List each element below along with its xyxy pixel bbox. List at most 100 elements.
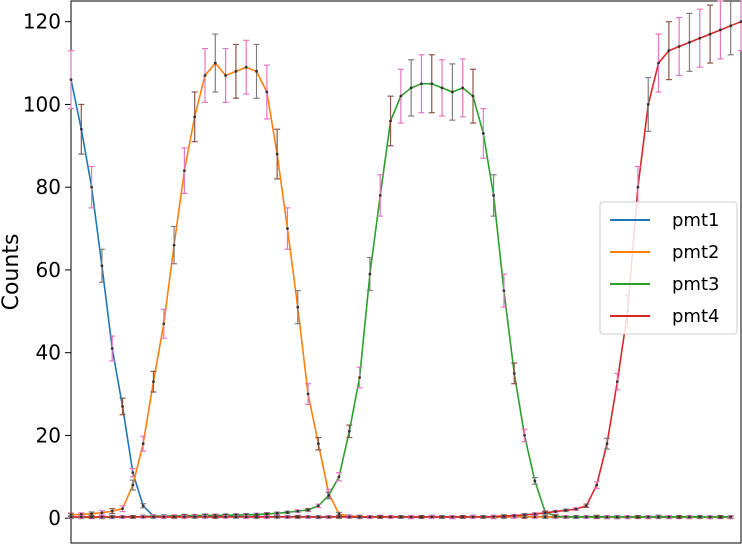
data-point — [327, 515, 331, 519]
data-point — [378, 194, 382, 197]
data-point — [389, 119, 392, 123]
data-point — [275, 152, 279, 156]
data-point — [265, 90, 269, 94]
data-point — [286, 227, 289, 230]
data-point — [420, 82, 423, 86]
data-point — [698, 36, 702, 40]
data-point — [100, 511, 104, 515]
data-point — [368, 272, 372, 276]
data-point — [543, 511, 547, 515]
data-point — [378, 515, 382, 519]
data-point — [440, 515, 444, 519]
data-point — [595, 515, 599, 519]
data-point — [677, 515, 681, 519]
data-point — [729, 24, 733, 28]
data-point — [203, 515, 207, 519]
data-point — [172, 243, 176, 247]
data-point — [306, 392, 310, 396]
data-point — [131, 471, 135, 475]
data-point — [224, 74, 228, 77]
data-point — [121, 405, 124, 408]
data-point — [502, 289, 506, 293]
data-point — [213, 515, 217, 519]
data-point — [440, 86, 444, 90]
data-point — [347, 515, 351, 519]
data-point — [708, 32, 712, 36]
data-point — [110, 515, 114, 519]
data-point — [193, 515, 197, 519]
data-point — [224, 515, 228, 519]
data-point — [409, 86, 413, 90]
data-point — [213, 61, 217, 65]
data-point — [162, 322, 166, 326]
data-point — [152, 380, 155, 384]
y-axis-ticks: 0 20 40 60 80 100 120 — [23, 10, 71, 530]
data-point — [492, 194, 496, 197]
legend-label-pmt3: pmt3 — [672, 274, 719, 295]
data-point — [718, 515, 722, 519]
data-point — [100, 515, 104, 519]
data-point — [90, 515, 94, 519]
data-point — [316, 504, 320, 508]
data-point — [471, 94, 475, 98]
data-point — [296, 509, 300, 513]
y-tick-label: 0 — [48, 506, 61, 530]
data-point — [79, 515, 83, 519]
data-point — [574, 507, 578, 511]
data-point — [316, 515, 320, 519]
data-point — [337, 515, 341, 519]
legend-label-pmt4: pmt4 — [672, 306, 719, 327]
data-point — [523, 513, 526, 517]
data-point — [399, 515, 403, 519]
data-point — [533, 479, 537, 483]
data-point — [141, 515, 145, 519]
data-point — [110, 509, 114, 513]
data-point — [296, 515, 300, 519]
data-point — [172, 515, 176, 519]
data-point — [657, 515, 660, 519]
data-point — [595, 483, 599, 487]
data-point — [677, 45, 681, 48]
data-point — [533, 515, 537, 519]
data-point — [265, 515, 269, 519]
data-point — [636, 185, 640, 189]
data-point — [296, 305, 300, 309]
data-point — [265, 512, 269, 516]
data-point — [203, 74, 207, 77]
data-point — [512, 371, 516, 375]
data-point — [141, 442, 145, 446]
data-point — [554, 510, 557, 513]
y-tick-label: 60 — [36, 258, 61, 282]
data-point — [626, 515, 630, 519]
data-point — [244, 515, 248, 519]
data-point — [182, 169, 186, 173]
data-point — [564, 515, 568, 519]
data-point — [121, 515, 124, 519]
data-point — [430, 82, 434, 86]
data-point — [255, 515, 258, 519]
data-point — [718, 28, 722, 32]
data-point — [461, 86, 465, 90]
data-point — [729, 515, 733, 519]
data-point — [698, 515, 702, 519]
legend: pmt1 pmt2 pmt3 pmt4 — [599, 201, 738, 335]
data-point — [327, 494, 331, 497]
data-point — [152, 515, 155, 519]
data-point — [615, 515, 619, 519]
legend-items: pmt1 pmt2 pmt3 pmt4 — [610, 210, 719, 327]
data-point — [193, 115, 197, 119]
legend-label-pmt2: pmt2 — [672, 242, 719, 263]
data-point — [316, 442, 320, 446]
data-point — [255, 69, 258, 73]
data-point — [100, 264, 104, 268]
data-point — [657, 61, 660, 65]
y-tick-label: 120 — [23, 10, 61, 34]
data-point — [275, 515, 279, 519]
data-point — [523, 434, 526, 437]
data-point — [409, 515, 413, 519]
data-point — [492, 515, 496, 518]
data-point — [234, 69, 238, 73]
data-point — [688, 515, 691, 519]
y-tick-label: 20 — [36, 423, 61, 447]
data-point — [481, 131, 485, 135]
